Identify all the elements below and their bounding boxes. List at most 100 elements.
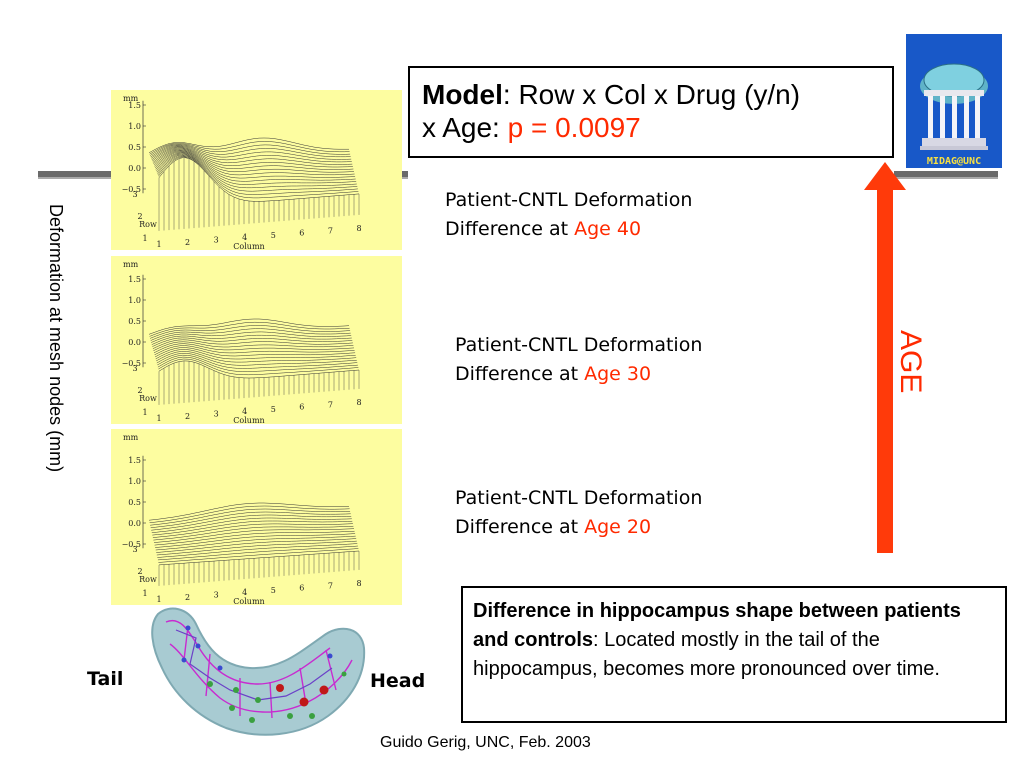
row-tick-label: 1 xyxy=(142,589,147,598)
z-tick-label: 0.5 xyxy=(128,317,141,326)
tail-label: Tail xyxy=(87,668,124,690)
mesh-line xyxy=(150,144,351,158)
summary-bold: Difference in hippocampus shape between … xyxy=(473,600,961,651)
logo-text: MIDAG@UNC xyxy=(927,156,981,167)
surface-plot-age20: 1.5 1.0 0.5 0.0 −0.5 mm 1 2 3 4 5 6 7 8 Column 3 2 1 Row xyxy=(122,433,362,605)
z-tick-label: 0.0 xyxy=(128,338,141,347)
mesh-line xyxy=(151,514,352,531)
mesh-line xyxy=(157,155,358,195)
mesh-line xyxy=(157,154,358,192)
column-tick-label: 5 xyxy=(271,231,276,240)
surface-plot-age40: 1.5 1.0 0.5 0.0 −0.5 mm 1 2 3 4 5 6 7 8 Column 3 2 1 Row xyxy=(122,94,362,250)
mesh-line xyxy=(155,533,356,548)
column-tick-label: 3 xyxy=(214,236,219,245)
z-tick-label: −0.5 xyxy=(122,185,141,194)
mesh-line xyxy=(156,353,357,366)
column-tick-label: 3 xyxy=(214,591,219,600)
mesh-line xyxy=(151,145,352,160)
row-tick-label: 1 xyxy=(142,234,147,243)
mesh-line xyxy=(151,334,352,345)
column-tick-label: 3 xyxy=(214,410,219,419)
title-rule-right xyxy=(894,171,998,177)
mesh-line xyxy=(156,538,357,553)
mesh-line xyxy=(151,517,352,533)
mesh-line xyxy=(156,540,357,556)
mesh-line xyxy=(154,151,356,179)
mesh-line xyxy=(150,511,351,528)
mesh-line xyxy=(153,341,354,351)
z-tick-label: −0.5 xyxy=(122,540,141,549)
mesh-line xyxy=(154,530,355,546)
column-tick-label: 2 xyxy=(185,238,190,247)
footer-credit: Guido Gerig, UNC, Feb. 2003 xyxy=(380,734,591,751)
z-tick-label: 0.0 xyxy=(128,519,141,528)
row-tick-label: 1 xyxy=(142,408,147,417)
head-label: Head xyxy=(370,670,426,692)
z-tick-label: 1.0 xyxy=(128,122,141,131)
mesh-line xyxy=(155,349,356,360)
column-axis-label: Column xyxy=(233,242,264,250)
plot-panel-age20: 1.5 1.0 0.5 0.0 −0.5 mm 1 2 3 4 5 6 7 8 Column 3 2 1 Row xyxy=(111,429,402,605)
row-axis-label: Row xyxy=(139,220,157,229)
surface-plot-age30: 1.5 1.0 0.5 0.0 −0.5 mm 1 2 3 4 5 6 7 8 Column 3 2 1 Row xyxy=(122,260,362,424)
mesh-line xyxy=(152,148,353,168)
mesh-line xyxy=(151,331,352,343)
age-30-label: Age 30 xyxy=(584,363,652,385)
mesh-line xyxy=(158,360,360,379)
column-tick-label: 2 xyxy=(185,593,190,602)
row-axis-label: Row xyxy=(139,575,157,584)
summary-box: Difference in hippocampus shape between … xyxy=(461,586,1007,723)
model-bold: Model xyxy=(422,79,503,110)
mesh-line xyxy=(158,156,359,199)
mesh-line xyxy=(151,146,352,163)
caption-age40: Patient-CNTL Deformation Difference at A… xyxy=(445,189,693,240)
model-box: Model: Row x Col x Drug (y/n) x Age: p =… xyxy=(408,66,894,158)
mesh-line xyxy=(158,157,360,202)
midag-logo: MIDAG@UNC xyxy=(906,34,1002,168)
age-arrow xyxy=(864,162,906,553)
row-tick-label: 2 xyxy=(137,567,142,576)
z-tick-label: 1.0 xyxy=(128,477,141,486)
column-tick-label: 6 xyxy=(299,229,304,238)
z-unit-label: mm xyxy=(123,260,139,269)
z-tick-label: 0.5 xyxy=(128,143,141,152)
row-tick-label: 3 xyxy=(132,190,137,199)
z-tick-label: 1.0 xyxy=(128,296,141,305)
mesh-line xyxy=(158,358,359,376)
mesh-line xyxy=(153,528,355,543)
age-arrow-label: AGE xyxy=(894,330,927,394)
mesh-line xyxy=(156,153,357,185)
column-axis-label: Column xyxy=(233,416,264,424)
z-tick-label: 1.5 xyxy=(128,101,141,110)
z-tick-label: 1.5 xyxy=(128,456,141,465)
summary-text: : Located mostly in the tail of the hipp… xyxy=(473,629,940,680)
mesh-line xyxy=(149,143,351,156)
age-40-label: Age 40 xyxy=(574,218,642,240)
mesh-line xyxy=(155,535,356,551)
plot-panel-age40: 1.5 1.0 0.5 0.0 −0.5 mm 1 2 3 4 5 6 7 8 Column 3 2 1 Row xyxy=(111,90,402,250)
mesh-line xyxy=(152,337,353,347)
age-20-label: Age 20 xyxy=(584,516,652,538)
mesh-line xyxy=(150,508,351,526)
column-tick-label: 8 xyxy=(356,579,361,588)
mesh-line xyxy=(152,520,353,536)
row-tick-label: 2 xyxy=(137,386,142,395)
mesh-line xyxy=(157,354,358,369)
row-tick-label: 3 xyxy=(132,364,137,373)
column-tick-label: 4 xyxy=(242,588,247,597)
mesh-line xyxy=(154,347,356,358)
mesh-line xyxy=(148,502,350,521)
mesh-line xyxy=(152,339,353,349)
column-tick-label: 1 xyxy=(156,414,161,423)
z-unit-label: mm xyxy=(123,433,139,442)
mesh-line xyxy=(153,525,354,541)
row-tick-label: 2 xyxy=(137,212,142,221)
mesh-line xyxy=(157,545,358,561)
caption-age20: Patient-CNTL Deformation Difference at A… xyxy=(455,487,703,538)
column-tick-label: 5 xyxy=(271,586,276,595)
caption-age30: Patient-CNTL Deformation Difference at A… xyxy=(455,334,703,385)
mesh-line xyxy=(149,141,350,155)
old-well-icon: MIDAG@UNC xyxy=(914,63,994,167)
column-tick-label: 1 xyxy=(156,240,161,249)
model-line1: : Row x Col x Drug (y/n) xyxy=(502,79,801,110)
